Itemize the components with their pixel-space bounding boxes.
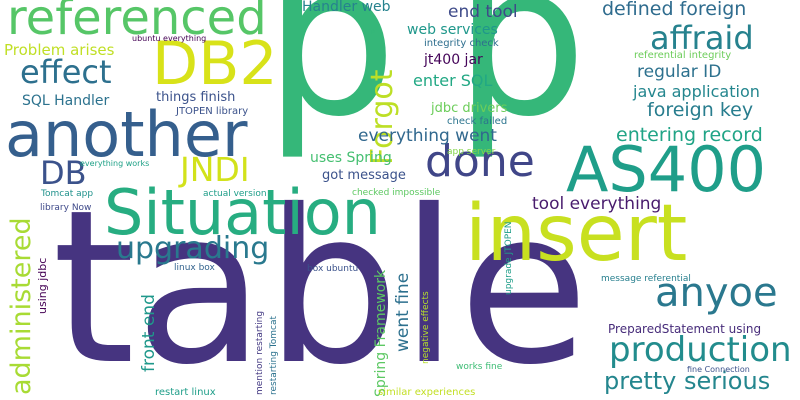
cloud-word: mention restarting xyxy=(255,310,265,395)
cloud-word: Spring Framework xyxy=(373,269,389,397)
cloud-word: app server xyxy=(447,147,496,157)
cloud-word: restarting Tomcat xyxy=(269,315,279,395)
cloud-word: message referential xyxy=(601,274,691,284)
cloud-word: p xyxy=(371,28,375,35)
cloud-word: negative effects xyxy=(421,291,431,364)
cloud-word: things finish xyxy=(156,90,236,105)
cloud-word: upgrade JTOPEN xyxy=(504,221,514,295)
cloud-word: tool everything xyxy=(532,194,662,214)
cloud-word: Problem arises xyxy=(4,41,115,59)
cloud-word: affraid xyxy=(650,19,754,57)
cloud-word: administered xyxy=(6,217,37,395)
cloud-word: Tomcat app xyxy=(41,189,94,199)
cloud-word: front end xyxy=(139,294,159,372)
cloud-word: foreign key xyxy=(647,99,754,121)
cloud-word: using jdbc xyxy=(36,257,49,314)
cloud-word: pretty serious xyxy=(604,367,771,395)
cloud-word: JTOPEN library xyxy=(176,106,249,117)
cloud-word: anyoe xyxy=(655,270,778,316)
cloud-word: referential integrity xyxy=(634,50,732,61)
cloud-word: AS400 xyxy=(566,133,767,206)
cloud-word: PreparedStatement using xyxy=(608,322,762,336)
cloud-word: web services xyxy=(407,22,498,38)
cloud-word: Handler web xyxy=(302,0,391,15)
cloud-word: production xyxy=(609,330,792,370)
cloud-word: jt400 jar xyxy=(424,52,483,68)
cloud-word: effect xyxy=(20,53,112,91)
cloud-word: went fine xyxy=(393,272,413,352)
cloud-word: done xyxy=(425,136,535,187)
cloud-word: end tool xyxy=(448,2,518,22)
cloud-word: defined foreign xyxy=(602,0,747,20)
cloud-word: referenced xyxy=(7,0,267,46)
cloud-word: insert xyxy=(465,189,688,279)
cloud-word: library Now xyxy=(40,203,92,213)
cloud-word: uses Spring xyxy=(310,150,392,166)
cloud-word: everything went xyxy=(358,126,497,146)
cloud-word: DB2 xyxy=(152,29,278,99)
cloud-word: upgrading xyxy=(116,231,270,266)
cloud-word: JNDI xyxy=(180,150,250,189)
cloud-word: p xyxy=(264,0,398,163)
cloud-word: works fine xyxy=(456,362,503,372)
cloud-word: Situation xyxy=(104,176,381,249)
cloud-word: check failed xyxy=(447,116,508,127)
cloud-word: p xyxy=(454,0,588,163)
cloud-word: integrity check xyxy=(424,38,499,49)
cloud-word: another xyxy=(5,98,248,171)
cloud-word: SQL Handler xyxy=(22,93,110,109)
cloud-word: restart linux xyxy=(155,387,216,398)
cloud-word: checked impossible xyxy=(352,188,441,198)
cloud-word: everything works xyxy=(80,159,150,168)
cloud-word: got message xyxy=(322,168,406,183)
cloud-word: DB xyxy=(40,154,87,192)
cloud-word: regular ID xyxy=(637,62,722,82)
cloud-word: enter SQL xyxy=(413,71,493,90)
cloud-word: ubuntu everything xyxy=(132,34,207,43)
cloud-word: actual version xyxy=(203,189,267,199)
cloud-word: similar experiences xyxy=(378,387,476,398)
cloud-word: entering record xyxy=(616,124,763,146)
cloud-word: linux box xyxy=(174,263,215,273)
cloud-word: table xyxy=(52,164,589,400)
cloud-word: java application xyxy=(633,82,760,101)
cloud-word: box ubuntu xyxy=(307,264,359,274)
cloud-word: fine Connection xyxy=(687,365,750,374)
cloud-word: jdbc drivers xyxy=(431,101,508,116)
